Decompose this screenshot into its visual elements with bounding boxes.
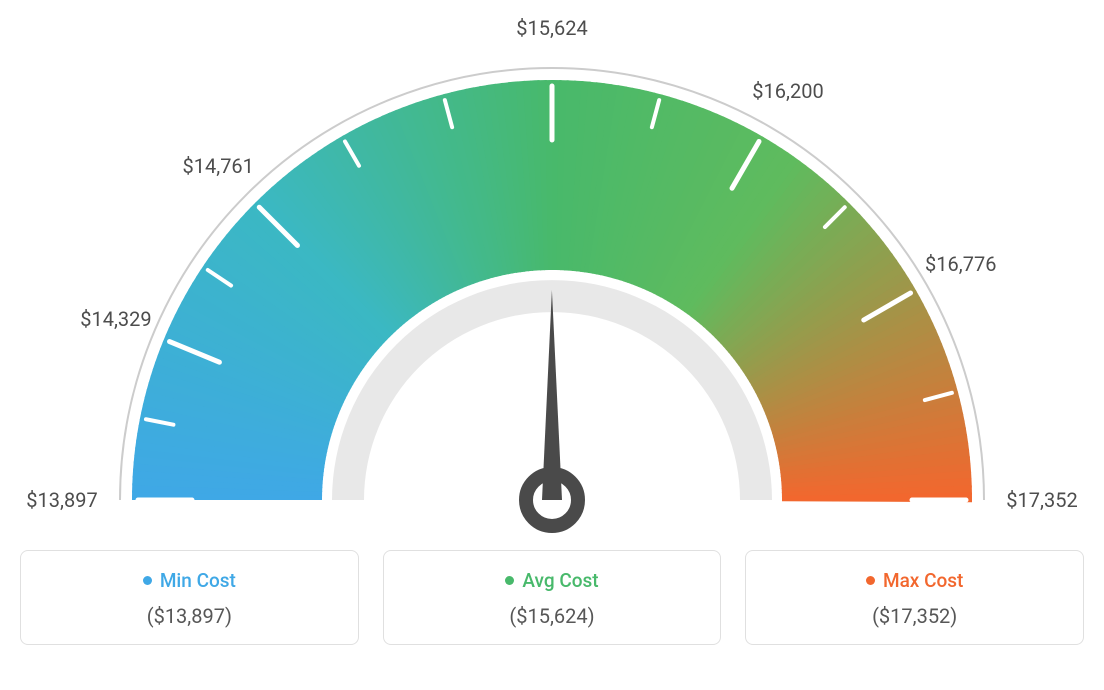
dot-icon [866, 576, 875, 585]
gauge-svg [20, 20, 1084, 540]
cost-gauge-chart: $13,897$14,329$14,761$15,624$16,200$16,7… [20, 20, 1084, 645]
legend-value-min: ($13,897) [31, 604, 348, 628]
dot-icon [143, 576, 152, 585]
legend-title-avg: Avg Cost [505, 569, 598, 592]
dot-icon [505, 576, 514, 585]
legend-row: Min Cost ($13,897) Avg Cost ($15,624) Ma… [20, 550, 1084, 645]
legend-value-max: ($17,352) [756, 604, 1073, 628]
legend-label: Min Cost [160, 569, 236, 592]
gauge-area: $13,897$14,329$14,761$15,624$16,200$16,7… [20, 20, 1084, 540]
legend-label: Avg Cost [522, 569, 598, 592]
legend-label: Max Cost [883, 569, 963, 592]
gauge-tick-label: $14,329 [80, 307, 151, 331]
gauge-tick-label: $16,776 [925, 252, 996, 276]
gauge-tick-label: $14,761 [183, 154, 254, 178]
legend-value-avg: ($15,624) [394, 604, 711, 628]
gauge-tick-label: $16,200 [752, 79, 823, 103]
legend-title-max: Max Cost [866, 569, 963, 592]
legend-card-max: Max Cost ($17,352) [745, 550, 1084, 645]
legend-title-min: Min Cost [143, 569, 236, 592]
legend-card-avg: Avg Cost ($15,624) [383, 550, 722, 645]
gauge-tick-label: $15,624 [516, 16, 587, 40]
legend-card-min: Min Cost ($13,897) [20, 550, 359, 645]
gauge-tick-label: $17,352 [1006, 488, 1077, 512]
gauge-tick-label: $13,897 [26, 488, 97, 512]
